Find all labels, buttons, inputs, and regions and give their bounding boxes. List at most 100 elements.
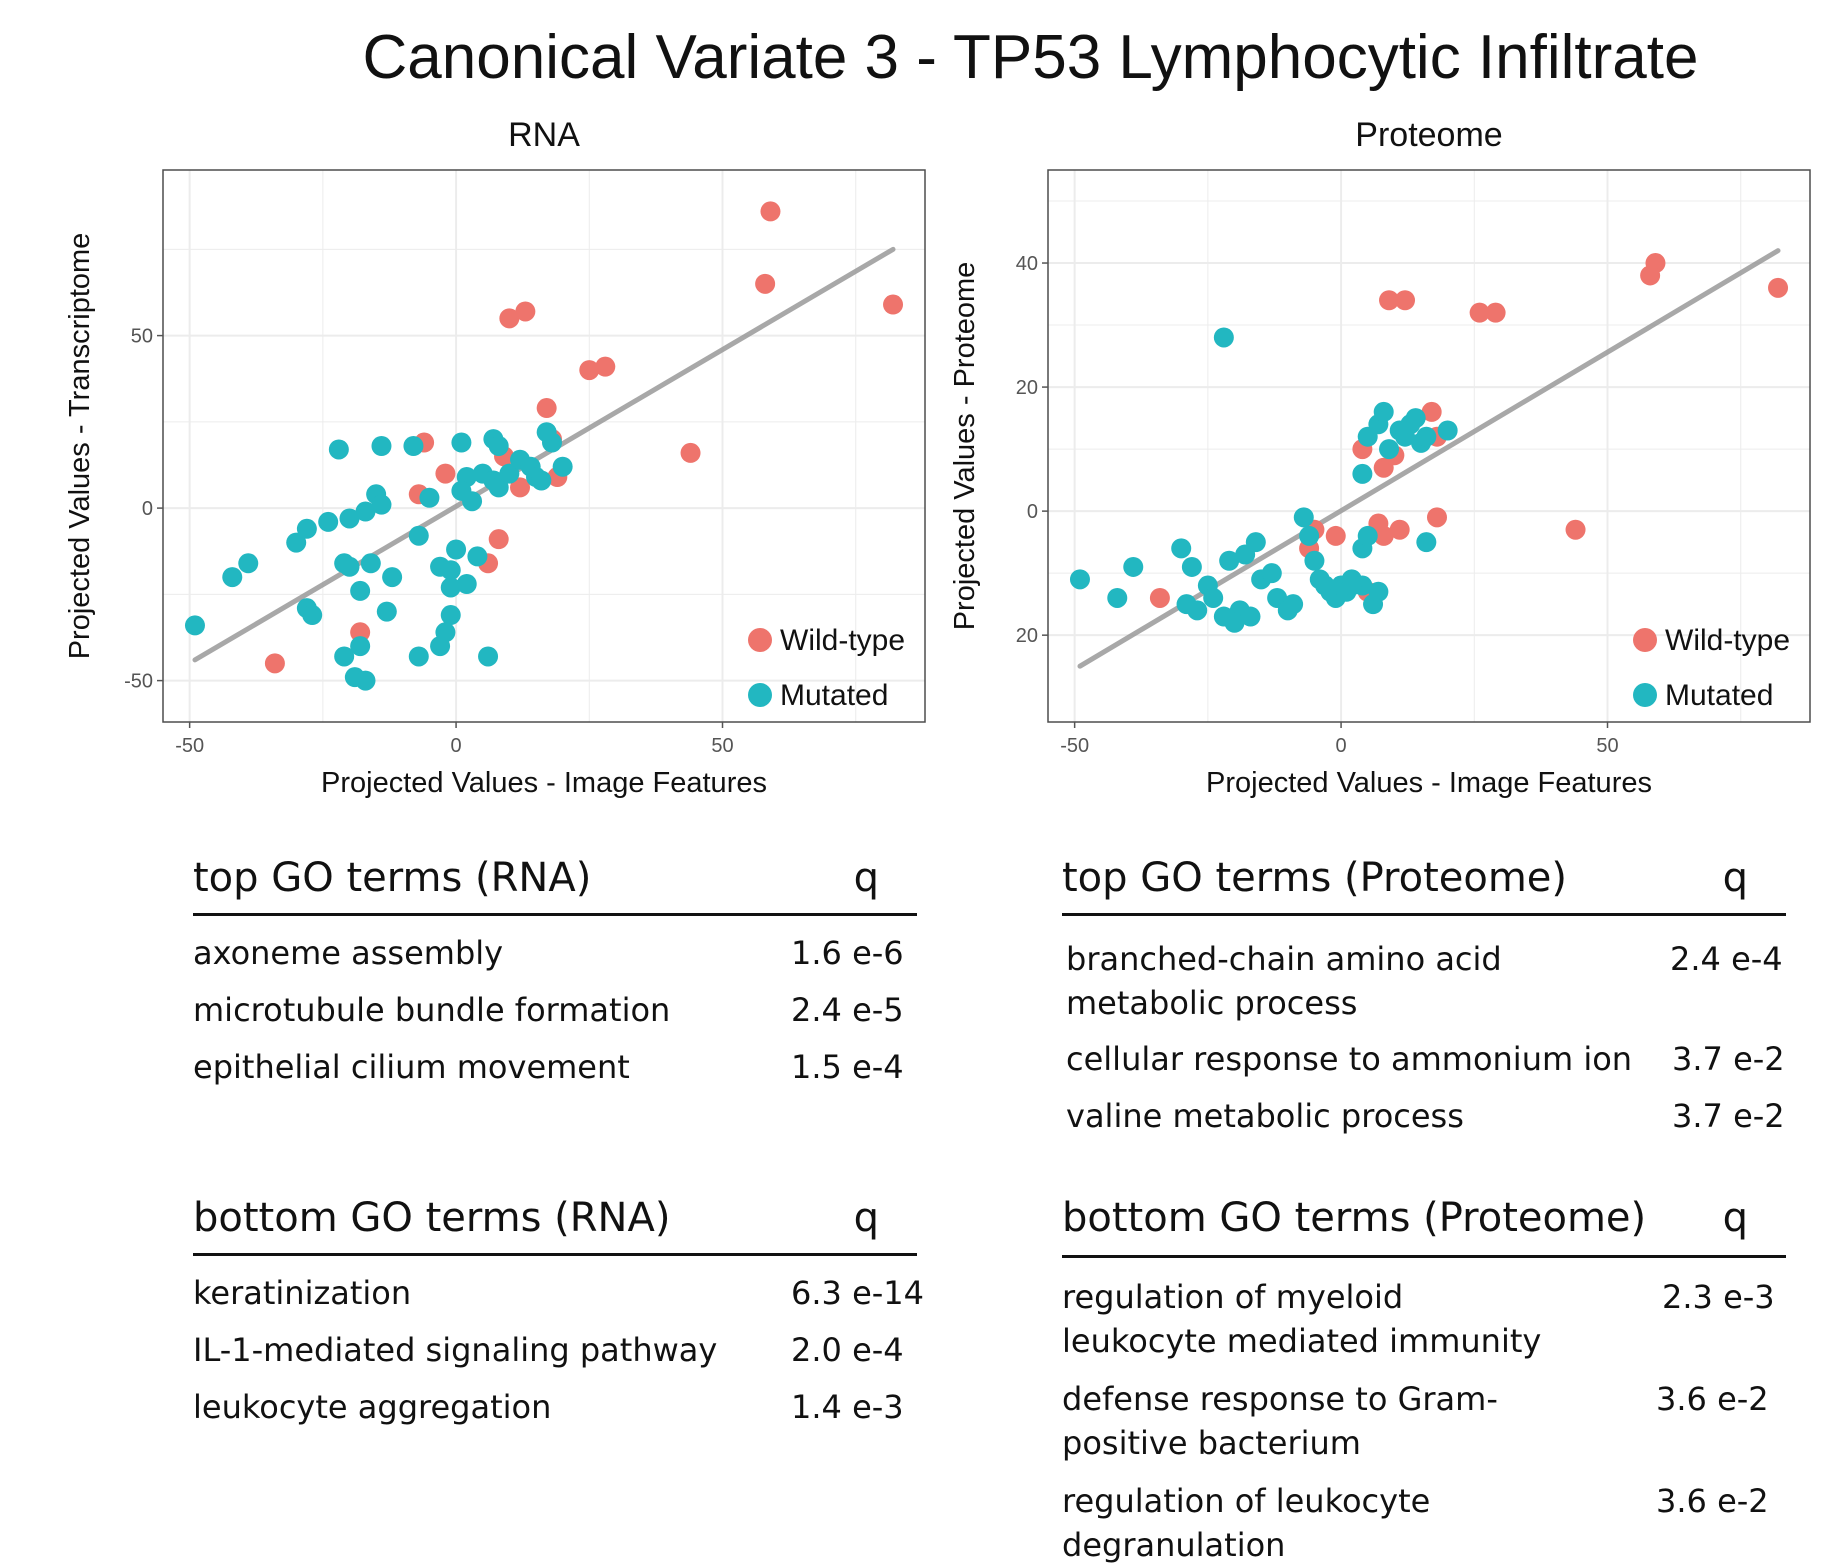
data-point: [408, 525, 429, 546]
data-point: [222, 567, 243, 588]
data-point: [1293, 507, 1314, 528]
rna-top-go-table: top GO terms (RNA) q axoneme assembly 1.…: [193, 845, 917, 1105]
plot-frame: [1047, 169, 1811, 723]
data-point: [515, 301, 536, 322]
data-point: [302, 605, 323, 626]
data-point: [1379, 290, 1400, 311]
go-q-value: 1.5 e-4: [791, 1048, 904, 1086]
go-term: microtubule bundle formation: [193, 991, 671, 1029]
legend-swatch: [1633, 683, 1657, 707]
data-point: [579, 360, 600, 381]
plot-frame: [162, 169, 926, 723]
data-point: [1565, 519, 1586, 540]
x-tick-label: 0: [1336, 735, 1347, 757]
proteome-bottom-go-title: bottom GO terms (Proteome): [1062, 1195, 1647, 1241]
rna-top-go-header: top GO terms (RNA) q: [193, 845, 917, 916]
data-point: [350, 580, 371, 601]
data-point: [1123, 556, 1144, 577]
data-point: [371, 436, 392, 456]
data-point: [1107, 587, 1128, 608]
go-term: axoneme assembly: [193, 934, 504, 972]
legend-label: Wild-type: [1665, 624, 1790, 657]
legend-swatch: [748, 683, 772, 707]
data-point: [1181, 556, 1202, 577]
data-point: [408, 646, 429, 667]
data-point: [264, 653, 285, 674]
go-q-value: 1.6 e-6: [791, 934, 904, 972]
data-point: [1768, 277, 1789, 298]
y-tick-label: 40: [1016, 253, 1038, 275]
data-point: [350, 636, 371, 657]
data-point: [334, 646, 355, 667]
legend-label: Wild-type: [780, 624, 905, 657]
data-point: [883, 294, 904, 315]
data-point: [355, 670, 376, 691]
regression-line: [192, 246, 896, 663]
go-term: regulation of myeloid leukocyte mediated…: [1062, 1278, 1542, 1360]
x-axis-label: Projected Values - Image Features: [321, 767, 767, 799]
figure-title: Canonical Variate 3 - TP53 Lymphocytic I…: [362, 23, 1699, 92]
go-q-value: 2.0 e-4: [791, 1331, 904, 1369]
data-point: [238, 553, 259, 574]
data-point: [446, 539, 467, 560]
proteome-top-go-table: top GO terms (Proteome) q branched-chain…: [1062, 845, 1786, 1145]
data-point: [488, 477, 509, 498]
y-axis-label: Projected Values - Proteome: [949, 262, 981, 631]
data-point: [1416, 532, 1437, 553]
rna-top-go-title: top GO terms (RNA): [193, 855, 592, 901]
y-tick-label: 0: [142, 498, 153, 520]
data-point: [1640, 265, 1661, 286]
rna-top-q-header: q: [853, 855, 879, 901]
data-point: [1277, 600, 1298, 621]
go-term: keratinization: [193, 1274, 412, 1312]
go-q-value: 3.6 e-2: [1656, 1380, 1769, 1418]
rna-bottom-go-title: bottom GO terms (RNA): [193, 1195, 671, 1241]
data-point: [1171, 538, 1192, 559]
data-point: [1224, 612, 1245, 633]
data-point: [1379, 439, 1400, 460]
data-point: [552, 456, 573, 477]
go-term: IL-1-mediated signaling pathway: [193, 1331, 718, 1369]
data-point: [1416, 426, 1437, 447]
x-axis-label: Projected Values - Image Features: [1206, 767, 1652, 799]
go-term: epithelial cilium movement: [193, 1048, 630, 1086]
rna-bottom-go-table: bottom GO terms (RNA) q keratinization 6…: [193, 1185, 924, 1445]
x-tick-label: 50: [1596, 735, 1618, 757]
data-point: [1203, 587, 1224, 608]
data-point: [440, 560, 461, 581]
x-tick-label: 0: [451, 735, 462, 757]
panel-title: Proteome: [1355, 116, 1502, 154]
data-point: [435, 463, 456, 484]
data-point: [1240, 606, 1261, 627]
go-q-value: 2.4 e-4: [1670, 940, 1783, 978]
data-point: [488, 436, 509, 456]
data-point: [755, 273, 776, 294]
data-point: [536, 422, 557, 443]
data-point: [1373, 525, 1394, 546]
y-tick-label: 20: [1016, 625, 1038, 647]
y-tick-label: 20: [1016, 377, 1038, 399]
go-q-value: 6.3 e-14: [791, 1274, 925, 1312]
data-point: [488, 529, 509, 550]
proteome-bottom-go-header: bottom GO terms (Proteome) q: [1062, 1185, 1786, 1258]
data-point: [478, 646, 499, 667]
go-q-value: 2.3 e-3: [1662, 1278, 1775, 1316]
go-term: cellular response to ammonium ion: [1066, 1040, 1633, 1078]
series-mutated: [184, 422, 573, 691]
data-point: [440, 577, 461, 598]
data-point: [456, 574, 477, 594]
data-point: [339, 508, 360, 529]
data-point: [328, 439, 349, 460]
legend-swatch: [1633, 628, 1657, 652]
go-q-value: 3.7 e-2: [1672, 1040, 1785, 1078]
data-point: [1245, 532, 1266, 553]
legend-label: Mutated: [1665, 679, 1773, 712]
data-point: [1469, 302, 1490, 323]
rna-bottom-go-header: bottom GO terms (RNA) q: [193, 1185, 917, 1256]
data-point: [1357, 525, 1378, 546]
data-point: [430, 636, 451, 657]
data-point: [1219, 550, 1240, 571]
rna-bottom-q-header: q: [853, 1195, 879, 1241]
data-point: [1304, 550, 1325, 571]
data-point: [419, 487, 440, 508]
